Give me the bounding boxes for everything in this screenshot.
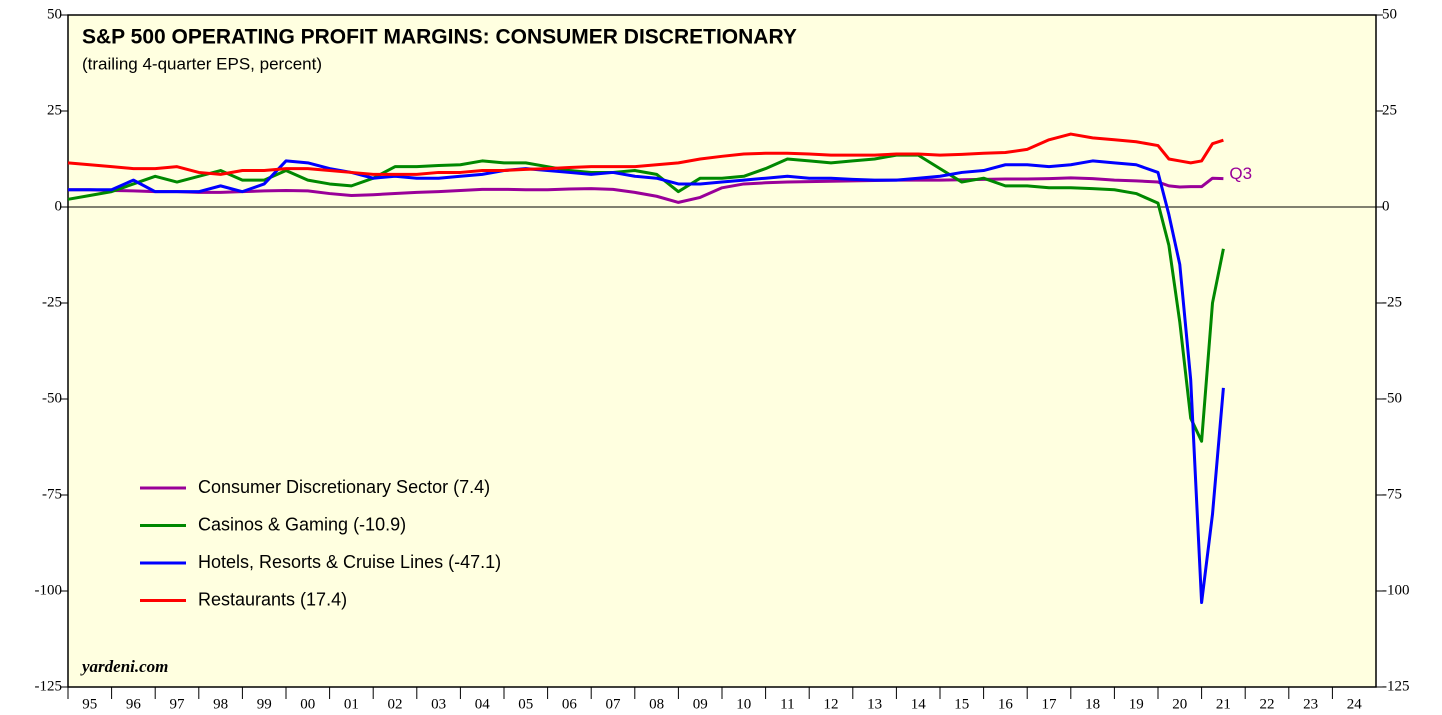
y-tick-label: -75	[42, 486, 62, 502]
y2-tick-label: -100	[1382, 582, 1410, 598]
x-tick-label: 00	[300, 696, 315, 712]
legend-label: Casinos & Gaming (-10.9)	[198, 514, 406, 534]
x-tick-label: 10	[736, 696, 751, 712]
y-tick-label: -50	[42, 390, 62, 406]
y-tick-label: 0	[55, 198, 63, 214]
chart-subtitle: (trailing 4-quarter EPS, percent)	[82, 54, 322, 73]
x-tick-label: 09	[693, 696, 708, 712]
plot-area	[67, 14, 1377, 688]
legend-label: Restaurants (17.4)	[198, 589, 347, 609]
x-tick-label: 21	[1216, 696, 1231, 712]
x-tick-label: 16	[998, 696, 1014, 712]
x-tick-label: 23	[1303, 696, 1318, 712]
legend-label: Hotels, Resorts & Cruise Lines (-47.1)	[198, 552, 501, 572]
annotation: Q3	[1229, 164, 1252, 183]
series-line	[68, 176, 1224, 204]
series-line	[67, 132, 1224, 176]
x-tick-label: 18	[1085, 696, 1100, 712]
chart-title: S&P 500 OPERATING PROFIT MARGINS: CONSUM…	[82, 26, 797, 49]
y-tick-label: -125	[35, 678, 63, 694]
x-tick-label: 06	[562, 696, 578, 712]
x-tick-label: 14	[911, 696, 927, 712]
y2-tick-label: -50	[1382, 390, 1402, 406]
x-tick-label: 15	[954, 696, 969, 712]
x-tick-label: 05	[518, 696, 533, 712]
x-tick-label: 99	[257, 696, 272, 712]
x-tick-label: 17	[1042, 696, 1058, 712]
x-tick-label: 08	[649, 696, 664, 712]
x-tick-label: 01	[344, 696, 359, 712]
source: yardeni.com	[80, 657, 168, 676]
x-tick-label: 22	[1260, 696, 1275, 712]
x-tick-label: 12	[824, 696, 839, 712]
y2-tick-label: 0	[1382, 198, 1390, 214]
x-tick-label: 96	[126, 696, 142, 712]
x-tick-label: 19	[1129, 696, 1144, 712]
x-tick-label: 11	[780, 696, 794, 712]
x-tick-label: 07	[606, 696, 622, 712]
x-tick-label: 98	[213, 696, 228, 712]
legend-label: Consumer Discretionary Sector (7.4)	[198, 477, 490, 497]
x-tick-label: 20	[1172, 696, 1187, 712]
y-tick-label: 50	[47, 6, 62, 22]
y2-tick-label: 50	[1382, 6, 1397, 22]
y2-tick-label: -25	[1382, 294, 1402, 310]
y-tick-label: -100	[35, 582, 63, 598]
y-tick-label: -25	[42, 294, 62, 310]
x-tick-label: 13	[867, 696, 882, 712]
x-tick-label: 03	[431, 696, 446, 712]
x-tick-label: 97	[170, 696, 186, 712]
x-tick-label: 02	[388, 696, 403, 712]
y-tick-label: 25	[47, 102, 62, 118]
series-line	[68, 159, 1225, 605]
x-tick-label: 95	[82, 696, 97, 712]
x-tick-label: 24	[1347, 696, 1363, 712]
y2-tick-label: -125	[1382, 678, 1410, 694]
y2-tick-label: 25	[1382, 102, 1397, 118]
y2-tick-label: -75	[1382, 486, 1402, 502]
x-tick-label: 04	[475, 696, 491, 712]
